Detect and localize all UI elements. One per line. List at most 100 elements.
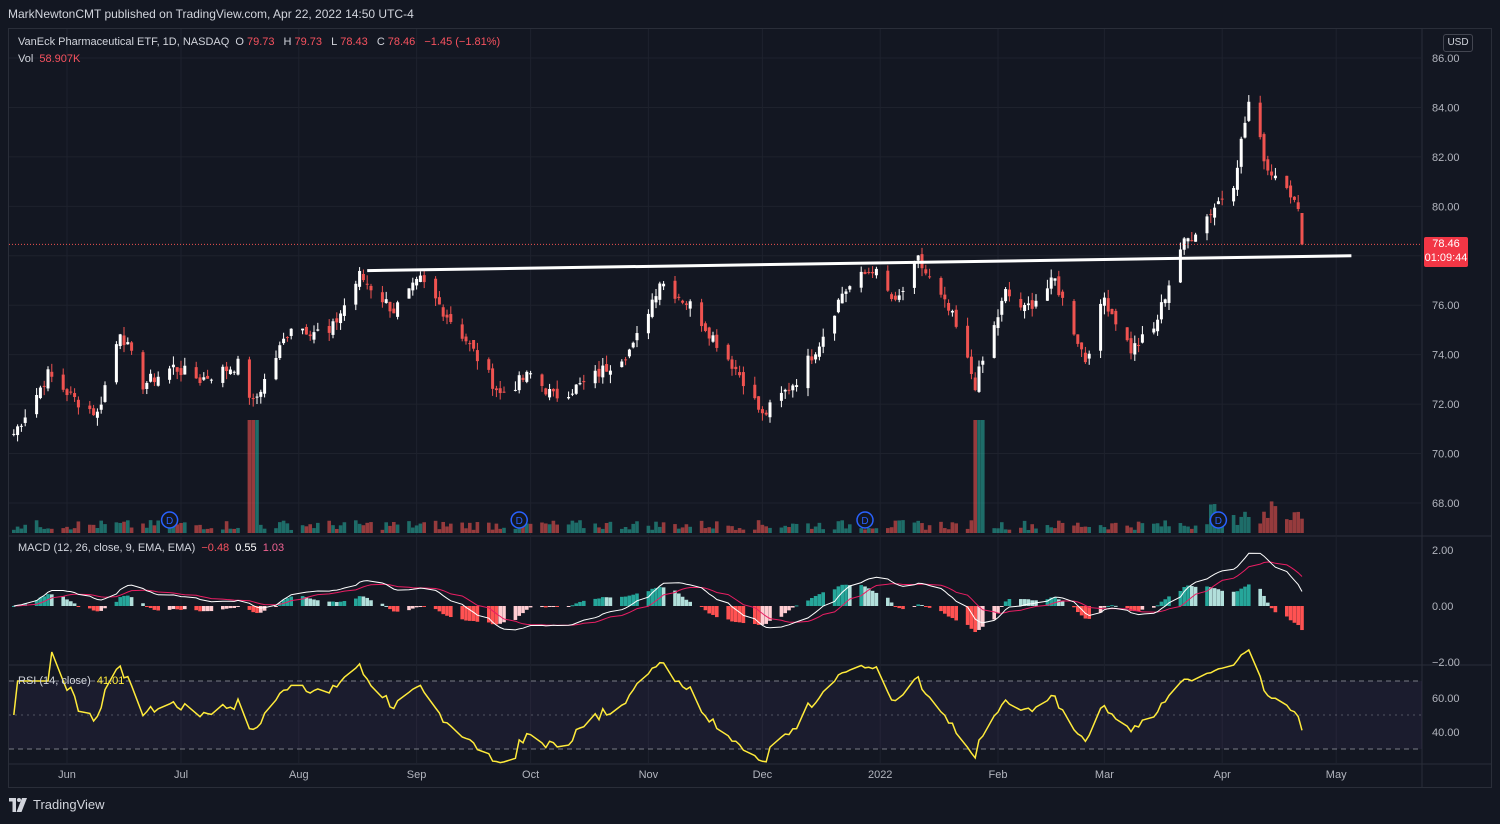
- volume-bar: [335, 528, 339, 533]
- volume-bar: [544, 523, 548, 533]
- volume-bar: [95, 527, 100, 533]
- volume-bar: [650, 529, 654, 533]
- macd-hist-bar: [1155, 605, 1160, 607]
- macd-hist-bar: [756, 606, 761, 625]
- candle-body: [1045, 288, 1049, 301]
- volume-bar: [673, 524, 677, 533]
- rsi-label[interactable]: RSI (14, close): [18, 675, 91, 687]
- volume-bar: [1182, 525, 1186, 533]
- macd-hist-bar: [627, 595, 632, 606]
- candle-body: [608, 370, 612, 375]
- candle-body: [715, 334, 719, 348]
- volume-bar: [741, 529, 746, 533]
- volume-bar: [205, 528, 210, 533]
- macd-hist-bar: [114, 601, 119, 606]
- candle-body: [365, 283, 369, 285]
- candle-body: [232, 371, 236, 373]
- macd-hist-bar: [650, 588, 654, 606]
- price-tick-label: 68.00: [1432, 498, 1460, 510]
- candle-body: [1007, 289, 1011, 297]
- low-label: L 78.43: [331, 36, 368, 48]
- macd-hist-bar: [684, 599, 689, 606]
- volume-bar: [901, 520, 905, 533]
- candle-body: [472, 340, 476, 349]
- footer-brand[interactable]: TradingView: [33, 797, 105, 812]
- volume-bar: [1053, 528, 1057, 533]
- macd-hist-bar: [1030, 600, 1034, 606]
- macd-hist-bar: [1140, 606, 1145, 610]
- candle-body: [810, 356, 814, 361]
- macd-hist-bar: [889, 602, 894, 606]
- volume-bar: [1102, 527, 1107, 533]
- volume-bar: [38, 527, 43, 533]
- volume-bar: [756, 520, 761, 533]
- candle-body: [1235, 167, 1239, 190]
- macd-hist-bar: [661, 587, 666, 606]
- macd-hist-bar: [737, 606, 742, 623]
- macd-hist-bar: [464, 606, 468, 621]
- macd-hist-bar: [1098, 606, 1103, 613]
- time-tick-label: May: [1326, 769, 1347, 781]
- volume-bar: [734, 529, 738, 533]
- macd-hist-bar: [88, 606, 92, 609]
- volume-bar: [1292, 512, 1297, 533]
- rsi-value: 41.01: [96, 675, 125, 687]
- macd-hist-bar: [874, 592, 879, 606]
- macd-hist-bar: [969, 606, 974, 629]
- macd-label[interactable]: MACD (12, 26, close, 9, EMA, EMA): [18, 542, 196, 554]
- macd-hist-bar: [95, 606, 100, 612]
- candle-body: [65, 389, 69, 396]
- candle-body: [42, 385, 46, 387]
- macd-hist-bar: [574, 603, 578, 606]
- candle-body: [947, 302, 951, 311]
- macd-hist-bar: [202, 606, 206, 612]
- volume-bar: [604, 523, 609, 533]
- candle-body: [1300, 213, 1304, 245]
- macd-hist-bar: [221, 606, 225, 610]
- candle-body: [1099, 303, 1103, 351]
- macd-hist-bar: [354, 598, 358, 606]
- volume-bar: [927, 525, 932, 533]
- candle-body: [88, 405, 92, 410]
- volume-bar: [224, 521, 229, 533]
- volume-bar: [46, 528, 50, 533]
- candle-body: [130, 342, 134, 351]
- macd-hist-bar: [1106, 605, 1110, 607]
- currency-button[interactable]: USD: [1443, 34, 1473, 52]
- macd-hist-bar: [1114, 605, 1118, 607]
- volume-bar: [601, 528, 605, 533]
- candle-body: [61, 374, 65, 390]
- macd-hist-bar: [1220, 590, 1224, 606]
- candle-body: [449, 314, 453, 322]
- macd-hist-bar: [1079, 606, 1084, 616]
- volume-bar: [129, 527, 134, 533]
- candle-body: [236, 358, 240, 375]
- volume-bar: [528, 523, 533, 533]
- volume-bar: [1087, 526, 1091, 533]
- candle-body: [544, 388, 548, 395]
- macd-hist-bar: [194, 606, 198, 611]
- macd-hist-value: −0.48: [201, 542, 230, 554]
- candle-body: [418, 275, 422, 282]
- macd-hist-bar: [1152, 606, 1156, 608]
- macd-hist-bar: [471, 606, 476, 621]
- volume-bar: [141, 523, 145, 533]
- candle-body: [707, 327, 711, 339]
- macd-hist-bar: [156, 606, 160, 611]
- symbol-title[interactable]: VanEck Pharmaceutical ETF, 1D, NASDAQ: [18, 36, 230, 48]
- macd-hist-bar: [300, 596, 305, 606]
- dividend-marker-icon: [1209, 511, 1228, 529]
- candle-body: [251, 398, 255, 400]
- candle-body: [464, 336, 468, 342]
- time-tick-label: Feb: [989, 769, 1008, 781]
- macd-hist-bar: [224, 606, 229, 609]
- candle-body: [635, 333, 639, 341]
- volume-bar: [1247, 516, 1251, 533]
- macd-hist-bar: [791, 606, 795, 608]
- macd-hist-bar: [251, 606, 255, 613]
- volume-bar: [1129, 527, 1133, 533]
- volume-bar: [593, 523, 597, 533]
- macd-hist-bar: [939, 606, 943, 612]
- macd-hist-bar: [992, 606, 996, 620]
